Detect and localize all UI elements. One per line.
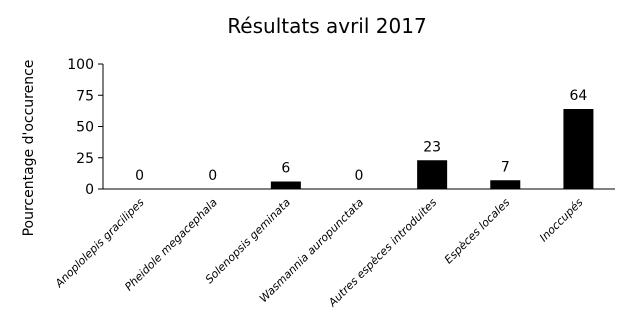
y-tick-label: 100: [67, 57, 94, 73]
y-axis-ticks: 0 25 50 75 100: [67, 57, 103, 198]
bar: [270, 181, 301, 189]
data-label: 64: [570, 88, 588, 104]
bar: [490, 180, 521, 189]
data-label: 0: [208, 168, 217, 184]
data-label: 7: [501, 159, 510, 175]
y-axis-label: Pourcentage d'occurence: [21, 60, 37, 237]
data-label: 23: [423, 139, 441, 155]
bar: [417, 160, 448, 189]
data-label: 0: [135, 168, 144, 184]
bars: [270, 109, 594, 189]
category-label: Inoccupés: [537, 196, 586, 245]
y-tick-label: 0: [85, 182, 94, 198]
chart-title: Résultats avril 2017: [227, 14, 426, 38]
data-labels: 0 0 6 0 23 7 64: [135, 88, 587, 184]
category-label: Espèces locales: [442, 196, 513, 267]
data-label: 6: [281, 161, 290, 177]
bar: [563, 109, 594, 189]
data-label: 0: [355, 168, 364, 184]
y-tick-label: 25: [76, 151, 94, 167]
y-tick-label: 50: [76, 120, 94, 136]
y-tick-label: 75: [76, 88, 94, 104]
